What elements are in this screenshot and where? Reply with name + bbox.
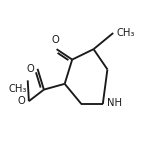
Text: CH₃: CH₃ [117,28,135,38]
Text: NH: NH [107,98,122,108]
Text: O: O [52,35,59,45]
Text: O: O [18,96,25,106]
Text: O: O [27,64,35,74]
Text: CH₃: CH₃ [8,84,27,94]
